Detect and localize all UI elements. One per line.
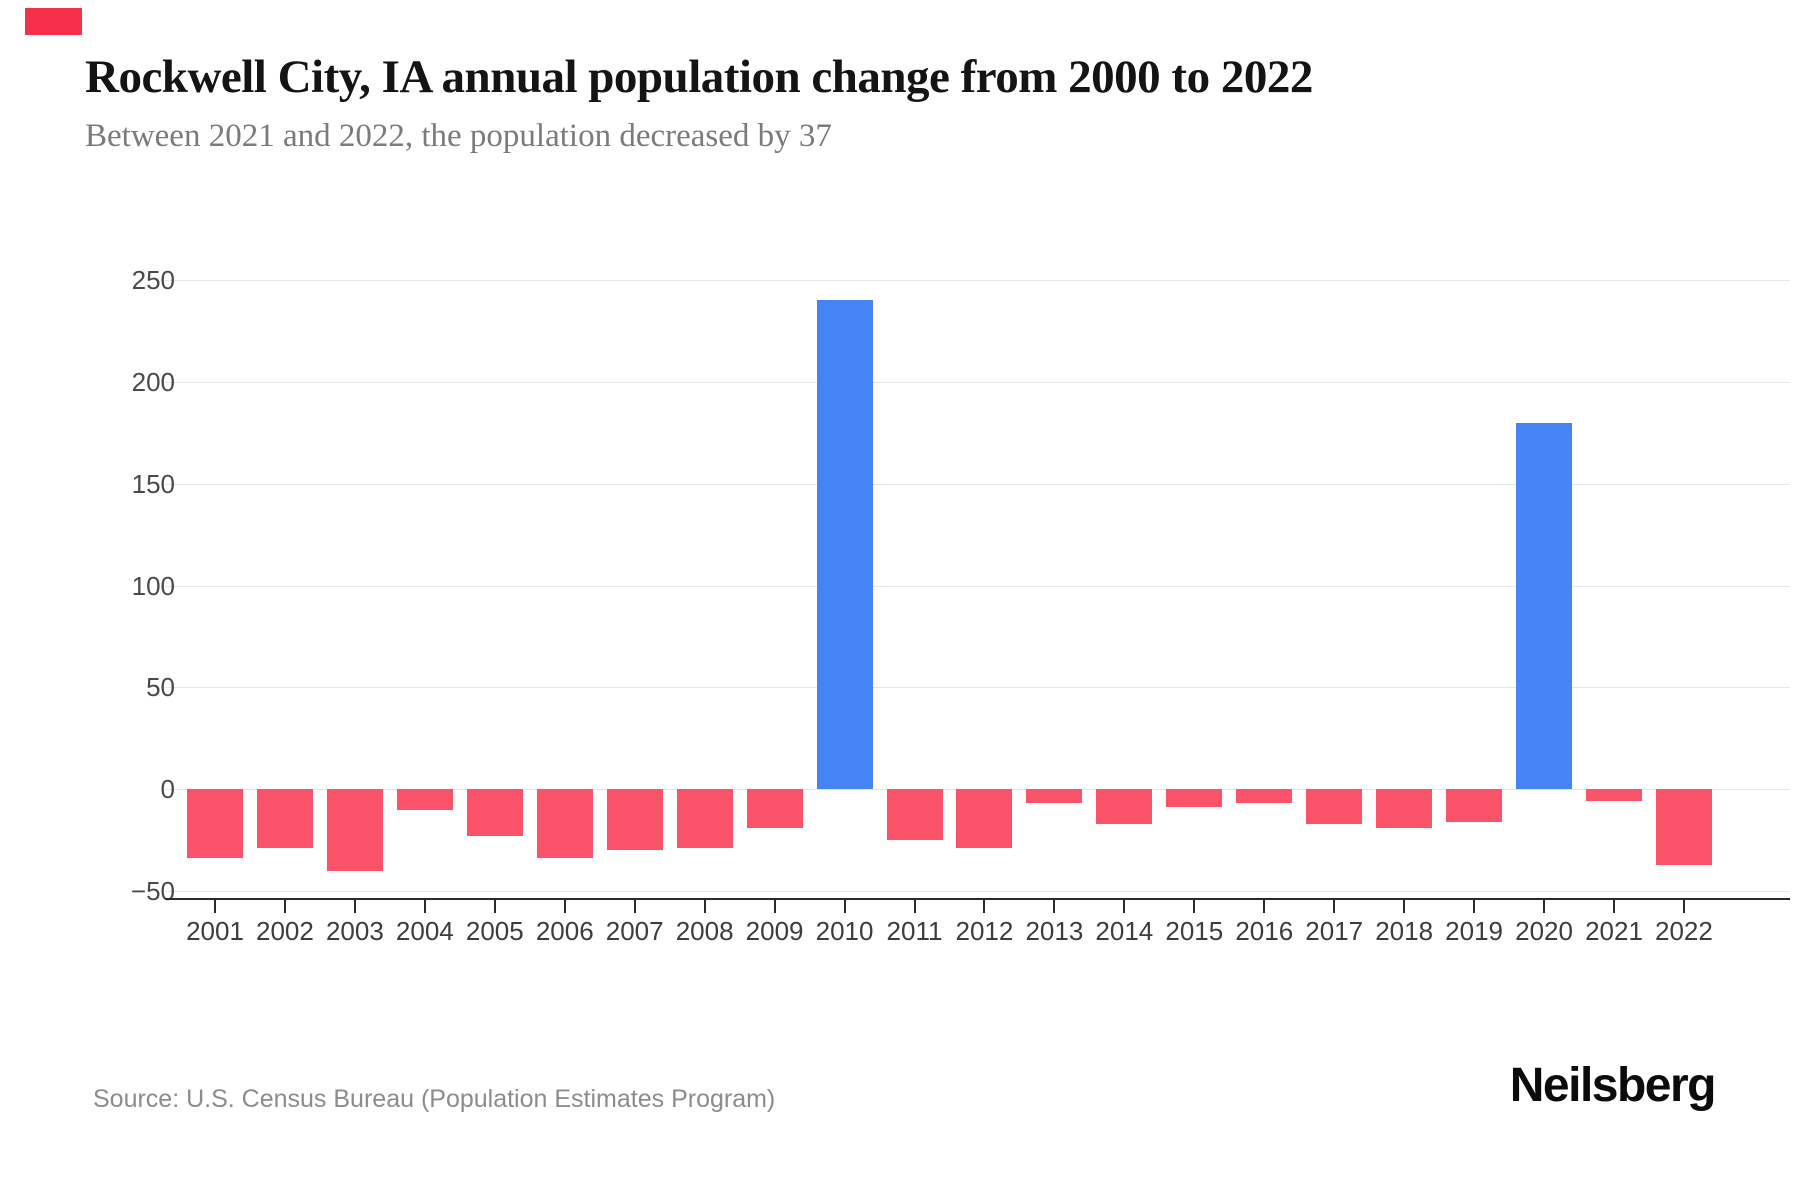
bar-2011[interactable] — [886, 789, 943, 841]
bar-2007[interactable] — [606, 789, 663, 851]
bar-2017[interactable] — [1306, 789, 1363, 824]
y-axis-tick-label: 150 — [131, 468, 175, 499]
x-axis-tick-label: 2003 — [325, 916, 384, 946]
x-axis-tick-label: 2016 — [1235, 916, 1294, 946]
x-axis-tick-label: 2014 — [1095, 916, 1154, 946]
source-note: Source: U.S. Census Bureau (Population E… — [93, 1085, 776, 1113]
x-axis-tick — [1193, 900, 1196, 913]
y-axis-tick-label: 250 — [131, 265, 175, 295]
x-axis-tick — [633, 900, 636, 913]
x-axis-tick-label: 2001 — [186, 916, 244, 946]
x-axis-tick — [493, 900, 496, 913]
y-gridline — [165, 280, 1790, 281]
bar-2005[interactable] — [466, 789, 523, 836]
x-axis-tick — [843, 900, 846, 913]
bar-2016[interactable] — [1236, 789, 1293, 804]
x-axis-tick-label: 2008 — [675, 916, 734, 946]
y-axis-tick-label: 100 — [131, 570, 175, 601]
bar-2020[interactable] — [1516, 422, 1573, 790]
page-title: Rockwell City, IA annual population chan… — [85, 51, 1313, 103]
bar-2013[interactable] — [1026, 789, 1083, 804]
x-axis-tick — [283, 900, 286, 913]
bar-2009[interactable] — [746, 789, 803, 828]
x-axis-tick — [983, 900, 986, 913]
x-axis-tick — [1682, 900, 1685, 913]
bar-2004[interactable] — [396, 789, 453, 810]
bar-2001[interactable] — [187, 789, 243, 859]
bar-2003[interactable] — [326, 789, 383, 871]
y-axis-tick-label: −50 — [130, 876, 175, 906]
brand-accent-mark — [25, 8, 82, 35]
x-axis-tick-label: 2017 — [1305, 916, 1364, 946]
y-axis-tick-label: 50 — [146, 672, 175, 703]
x-axis-tick — [1333, 900, 1336, 913]
x-axis-tick-label: 2009 — [745, 916, 804, 946]
x-axis-tick-label: 2021 — [1585, 916, 1643, 946]
bar-2021[interactable] — [1586, 789, 1642, 802]
x-axis-tick-label: 2022 — [1655, 916, 1713, 946]
page-subtitle: Between 2021 and 2022, the population de… — [85, 118, 832, 154]
x-axis-tick — [1473, 900, 1476, 913]
y-gridline — [165, 687, 1790, 689]
bar-2018[interactable] — [1376, 789, 1433, 828]
x-axis-tick-label: 2010 — [815, 916, 874, 946]
y-gridline — [165, 891, 1790, 892]
y-gridline — [165, 585, 1790, 587]
x-axis-tick-label: 2004 — [395, 916, 454, 946]
x-axis-tick — [1543, 900, 1546, 913]
y-gridline — [165, 381, 1790, 383]
x-axis-tick — [1123, 900, 1126, 913]
x-axis-tick — [353, 900, 356, 913]
x-axis-tick-label: 2006 — [535, 916, 594, 946]
x-axis-tick — [563, 900, 566, 913]
x-axis-tick — [214, 900, 216, 913]
x-axis-tick-label: 2018 — [1375, 916, 1434, 946]
x-axis-tick-label: 2013 — [1025, 916, 1084, 946]
x-axis-tick — [703, 900, 706, 913]
bar-2012[interactable] — [956, 789, 1013, 849]
x-axis-tick-label: 2015 — [1165, 916, 1224, 946]
bar-2019[interactable] — [1446, 789, 1503, 822]
x-axis-tick-label: 2002 — [256, 916, 314, 946]
x-axis-tick-label: 2011 — [886, 916, 943, 946]
bar-2006[interactable] — [536, 789, 593, 859]
bar-2002[interactable] — [256, 789, 313, 849]
x-axis-tick — [1613, 900, 1615, 913]
neilsberg-logo[interactable]: Neilsberg — [1509, 1059, 1717, 1112]
bar-2022[interactable] — [1655, 789, 1712, 865]
x-axis-tick-label: 2020 — [1515, 916, 1573, 946]
y-axis-tick-label: 0 — [160, 774, 175, 805]
x-axis-tick-label: 2012 — [955, 916, 1014, 946]
x-axis-tick — [913, 900, 916, 913]
y-gridline — [165, 483, 1790, 485]
y-axis-tick-label: 200 — [131, 366, 175, 397]
x-axis-tick — [1053, 900, 1056, 913]
x-axis-tick-label: 2019 — [1445, 916, 1504, 946]
x-axis-tick — [1263, 900, 1266, 913]
x-axis-tick — [773, 900, 776, 913]
x-axis-tick-label: 2005 — [465, 916, 524, 946]
x-axis-tick — [423, 900, 426, 913]
x-axis-line — [165, 898, 1790, 900]
bar-2015[interactable] — [1166, 789, 1223, 808]
x-axis-tick — [1403, 900, 1406, 913]
bar-2014[interactable] — [1096, 789, 1153, 824]
x-axis-tick-label: 2007 — [605, 916, 664, 946]
bar-2010[interactable] — [816, 300, 873, 790]
bar-2008[interactable] — [676, 789, 733, 849]
